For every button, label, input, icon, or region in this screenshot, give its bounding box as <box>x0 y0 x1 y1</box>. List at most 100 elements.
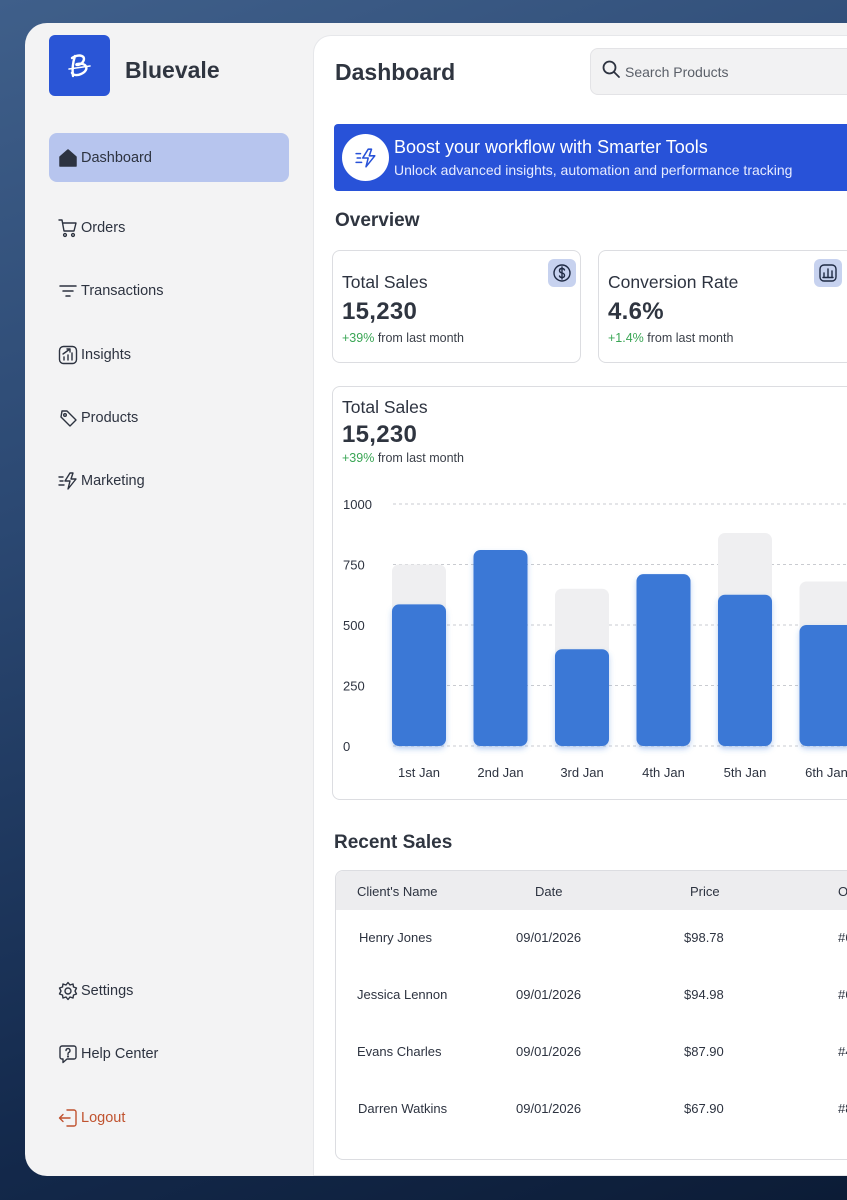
bar <box>636 574 691 746</box>
column-header-date[interactable]: Date <box>535 884 563 899</box>
cell-date: 09/01/2026 <box>516 1101 582 1116</box>
page-title: Dashboard <box>335 59 456 85</box>
card-value: 15,230 <box>342 298 418 325</box>
y-tick-label: 1000 <box>343 497 372 512</box>
conversion-rate-card: Conversion Rate 4.6% +1.4% from last mon… <box>598 250 847 363</box>
cell-client-name: Jessica Lennon <box>357 987 448 1002</box>
y-tick-label: 0 <box>343 739 350 754</box>
sidebar-item-label: Insights <box>81 346 131 363</box>
sidebar-item-label: Products <box>81 409 139 426</box>
filter-lines-icon <box>57 280 79 302</box>
bar-chart-icon <box>814 259 842 287</box>
table-row[interactable]: Evans Charles 09/01/2026 $87.90 #4 <box>336 1044 847 1074</box>
sidebar-item-label: Settings <box>81 982 134 999</box>
sidebar-item-marketing[interactable]: Marketing <box>49 456 289 505</box>
change-percent: +39% <box>342 331 375 345</box>
chart-card-change: +39% from last month <box>342 451 464 465</box>
y-tick-label: 500 <box>343 618 365 633</box>
bar <box>392 604 446 746</box>
sidebar-item-products[interactable]: Products <box>49 393 289 442</box>
cell-order: #6 <box>838 930 847 945</box>
cell-price: $87.90 <box>684 1044 724 1059</box>
sidebar-item-label: Transactions <box>81 282 164 299</box>
bar <box>718 594 772 746</box>
dollar-icon <box>548 259 576 287</box>
cell-client-name: Evans Charles <box>357 1044 442 1059</box>
card-label: Conversion Rate <box>608 272 739 292</box>
sales-bar-chart: 0 250 500 750 1000 1st Jan 2nd Jan 3rd Jan 4th J… <box>343 497 847 780</box>
cell-date: 09/01/2026 <box>516 930 582 945</box>
cell-price: $67.90 <box>684 1101 724 1116</box>
app-window: Bluevale Dashboard Orders Transactions I… <box>25 23 847 1176</box>
search-icon <box>601 59 621 84</box>
chart-card-label: Total Sales <box>342 397 428 417</box>
cell-price: $98.78 <box>684 930 724 945</box>
table-row[interactable]: Jessica Lennon 09/01/2026 $94.98 #6 <box>336 987 847 1017</box>
card-value: 4.6% <box>608 298 664 325</box>
cell-client-name: Darren Watkins <box>358 1101 448 1116</box>
overview-title: Overview <box>335 210 420 231</box>
search-box[interactable] <box>590 48 847 95</box>
bar <box>473 549 528 746</box>
sidebar-item-insights[interactable]: Insights <box>49 330 289 379</box>
logout-icon <box>57 1107 79 1129</box>
bar <box>799 625 847 746</box>
brand-name: Bluevale <box>125 57 220 83</box>
column-header-order[interactable]: Or <box>838 884 847 899</box>
x-tick-label: 4th Jan <box>642 765 685 780</box>
x-tick-label: 3rd Jan <box>560 765 603 780</box>
total-sales-card: Total Sales 15,230 +39% from last month <box>332 250 581 363</box>
lightning-icon <box>57 470 79 492</box>
sales-chart-card: Total Sales 15,230 +39% from last month … <box>332 386 847 800</box>
recent-sales-title: Recent Sales <box>334 832 453 853</box>
change-suffix: from last month <box>647 331 734 345</box>
chart-card-value: 15,230 <box>342 421 418 448</box>
help-icon <box>57 1043 79 1065</box>
tag-icon <box>57 407 79 429</box>
sidebar-item-transactions[interactable]: Transactions <box>49 266 289 315</box>
chart-growth-icon <box>57 344 79 366</box>
sidebar-item-dashboard[interactable]: Dashboard <box>49 133 289 182</box>
y-tick-label: 250 <box>343 679 365 694</box>
brand-logo[interactable] <box>49 35 110 96</box>
main-panel: Dashboard Boost your workflow with Smart… <box>313 35 847 1176</box>
cell-order: #4 <box>838 1044 847 1059</box>
recent-sales-table: Client's Name Date Price Or Henry Jones … <box>335 870 847 1160</box>
sidebar-item-label: Dashboard <box>81 149 152 166</box>
cell-order: #6 <box>838 987 847 1002</box>
cell-price: $94.98 <box>684 987 724 1002</box>
change-percent: +1.4% <box>608 331 644 345</box>
card-change: +39% from last month <box>342 331 464 345</box>
column-header-client-name[interactable]: Client's Name <box>357 884 438 899</box>
logo-icon <box>67 53 91 77</box>
card-change: +1.4% from last month <box>608 331 733 345</box>
cell-order: #8 <box>838 1101 847 1116</box>
lightning-icon <box>342 134 389 181</box>
sidebar-item-label: Orders <box>81 219 126 236</box>
y-tick-label: 750 <box>343 558 365 573</box>
sidebar-item-label: Help Center <box>81 1045 159 1062</box>
sidebar-item-settings[interactable]: Settings <box>49 966 289 1015</box>
column-header-price[interactable]: Price <box>690 884 720 899</box>
table-row[interactable]: Darren Watkins 09/01/2026 $67.90 #8 <box>336 1101 847 1131</box>
x-tick-label: 1st Jan <box>398 765 440 780</box>
x-tick-label: 5th Jan <box>724 765 767 780</box>
sidebar-item-label: Logout <box>81 1109 126 1126</box>
sidebar-item-orders[interactable]: Orders <box>49 203 289 252</box>
search-input[interactable] <box>625 63 845 80</box>
sidebar-item-logout[interactable]: Logout <box>49 1093 289 1142</box>
gear-icon <box>57 980 79 1002</box>
sidebar-item-help-center[interactable]: Help Center <box>49 1029 289 1078</box>
promo-banner[interactable]: Boost your workflow with Smarter Tools U… <box>334 124 847 191</box>
table-row[interactable]: Henry Jones 09/01/2026 $98.78 #6 <box>336 930 847 960</box>
home-icon <box>57 147 79 169</box>
table-header: Client's Name Date Price Or <box>336 871 847 910</box>
banner-title: Boost your workflow with Smarter Tools <box>394 137 708 157</box>
change-suffix: from last month <box>377 331 464 345</box>
bar <box>555 649 609 746</box>
x-tick-label: 6th Jan <box>805 765 847 780</box>
cart-icon <box>57 217 79 239</box>
cell-client-name: Henry Jones <box>359 930 432 945</box>
change-suffix: from last month <box>377 451 464 465</box>
x-tick-label: 2nd Jan <box>477 765 523 780</box>
